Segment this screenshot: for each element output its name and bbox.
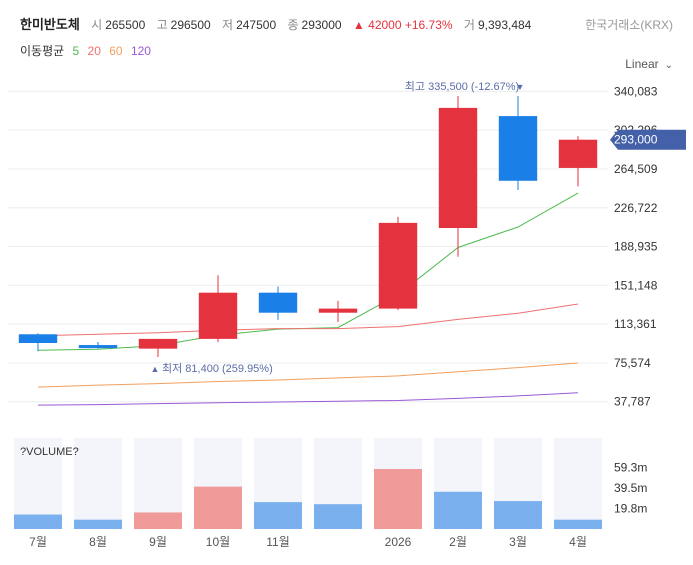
volume-y-tick-label: 19.8m: [614, 502, 647, 516]
x-tick-label: 7월: [29, 535, 47, 549]
ma-line-120: [37, 392, 579, 406]
low-marker-icon: ▲: [151, 364, 160, 374]
volume-bar: [434, 491, 482, 529]
candle-body: [258, 292, 298, 313]
volume-column-bg: [14, 438, 62, 529]
volume-bar: [74, 519, 122, 529]
ma-line-20: [37, 303, 579, 337]
volume-y-tick-label: 39.5m: [614, 481, 647, 495]
close-label: 종: [287, 18, 299, 32]
candle-body: [138, 338, 178, 349]
volume-bar: [14, 514, 62, 529]
candle-body: [378, 222, 418, 309]
ma-legend: 이동평균 5 20 60 120: [20, 42, 156, 59]
y-tick-label: 264,509: [614, 162, 658, 176]
current-price-label: 293,000: [614, 133, 658, 147]
open-value: 265500: [105, 18, 146, 32]
volume-title: ?VOLUME?: [20, 446, 79, 458]
candle-body: [78, 345, 118, 349]
y-tick-label: 226,722: [614, 201, 658, 215]
ma-legend-item-120[interactable]: 120: [130, 44, 151, 58]
candle-body: [438, 107, 478, 229]
y-tick-label: 75,574: [614, 356, 651, 370]
change-up-arrow-icon: ▲: [352, 18, 365, 32]
volume-bar: [374, 469, 422, 529]
volume-bar: [554, 519, 602, 529]
y-tick-label: 37,787: [614, 395, 651, 409]
candle-body: [198, 292, 238, 339]
y-tick-label: 113,361: [614, 317, 657, 331]
volume-y-tick-label: 59.3m: [614, 461, 647, 475]
volume-bar: [134, 512, 182, 529]
close-value: 293000: [301, 18, 342, 32]
ma-line-60: [37, 362, 579, 388]
y-tick-label: 188,935: [614, 240, 658, 254]
current-price-tag: [610, 129, 686, 150]
volume-value: 9,393,484: [477, 18, 532, 32]
y-tick-label: 151,148: [614, 278, 658, 292]
candle-body: [318, 308, 358, 313]
volume-bar: [254, 502, 302, 529]
ma-line-5: [37, 192, 579, 351]
low-annotation: 최저 81,400 (259.95%): [162, 362, 273, 375]
ma-legend-item-5[interactable]: 5: [72, 44, 80, 58]
ma-legend-item-60[interactable]: 60: [109, 44, 123, 58]
volume-column-bg: [74, 438, 122, 529]
volume-bar: [494, 501, 542, 529]
volume-bar: [194, 486, 242, 529]
candle-body: [558, 139, 598, 168]
x-tick-label: 2월: [449, 535, 467, 549]
stock-name: 한미반도체: [20, 17, 80, 32]
chevron-down-icon: ⌄: [664, 60, 673, 71]
x-tick-label: 10월: [206, 535, 230, 549]
volume-bar: [314, 504, 362, 529]
change-value: 42000: [368, 18, 402, 32]
ma-legend-item-20[interactable]: 20: [87, 44, 101, 58]
volume-label: 거: [463, 18, 475, 32]
high-value: 296500: [170, 18, 211, 32]
x-tick-label: 9월: [149, 535, 167, 549]
high-annotation: 최고 335,500 (-12.67%): [405, 80, 519, 93]
x-tick-label: 8월: [89, 535, 107, 549]
x-tick-label: 2026: [385, 535, 412, 549]
y-tick-label: 340,083: [614, 84, 658, 98]
scale-dropdown[interactable]: Linear ⌄: [625, 57, 673, 71]
x-tick-label: 3월: [509, 535, 527, 549]
change-pct: +16.73%: [404, 18, 453, 32]
x-tick-label: 11월: [266, 535, 290, 549]
scale-label: Linear: [625, 57, 659, 71]
ma-legend-title: 이동평균: [20, 44, 65, 58]
candle-body: [18, 334, 58, 343]
high-marker-icon: ▼: [516, 82, 525, 92]
low-value: 247500: [236, 18, 277, 32]
stock-header: 한미반도체 시 265500 고 296500 저 247500 종 293000 ▲ …: [20, 14, 539, 33]
x-tick-label: 4월: [569, 535, 587, 549]
open-label: 시: [91, 18, 103, 32]
high-label: 고: [156, 18, 168, 32]
candle-body: [498, 116, 538, 181]
volume-column-bg: [554, 438, 602, 529]
exchange-label: 한국거래소(KRX): [585, 18, 673, 32]
low-label: 저: [222, 18, 234, 32]
